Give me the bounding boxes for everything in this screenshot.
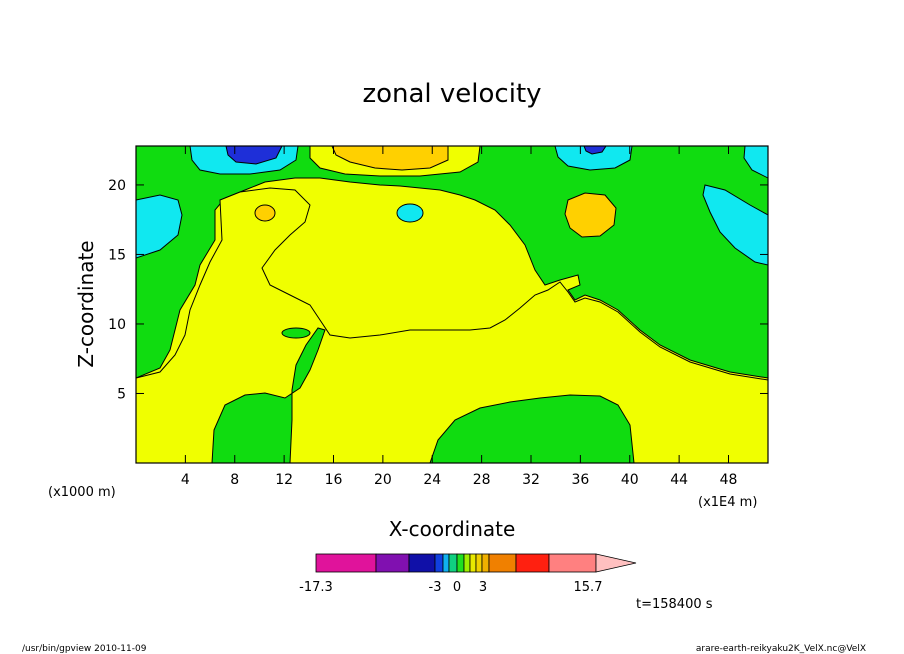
region-negative-top-corner	[743, 146, 768, 179]
colorbar-segment	[442, 553, 450, 573]
y-tick-label: 15	[108, 247, 126, 263]
colorbar-label: 0	[453, 580, 461, 595]
colorbar-label: -17.3	[299, 580, 333, 595]
region-negative-top-right	[554, 146, 633, 171]
colorbar-label: 15.7	[574, 580, 603, 595]
x-tick-label: 36	[571, 472, 589, 488]
contour-field	[135, 145, 769, 464]
colorbar-segment	[434, 553, 444, 573]
region-negative-left	[136, 194, 183, 259]
region-strong-negative-top-left	[225, 146, 283, 165]
region-small-negative	[281, 327, 311, 339]
x-axis: 4 8 12 16 20 24 28 32 36 40 44 48	[181, 146, 738, 488]
x-unit-label: (x1E4 m)	[698, 495, 757, 510]
x-tick-label: 4	[181, 472, 190, 488]
y-unit-label: (x1000 m)	[48, 485, 116, 500]
x-axis-title: X-coordinate	[389, 517, 516, 541]
x-tick-label: 24	[423, 472, 441, 488]
region-positive-top	[331, 146, 449, 171]
x-tick-label: 32	[522, 472, 540, 488]
colorbar-segment	[548, 553, 597, 573]
y-tick-label: 5	[117, 386, 126, 402]
x-tick-label: 16	[325, 472, 343, 488]
colorbar-extend-arrow	[595, 553, 637, 573]
region-strong-negative-top-right	[583, 146, 607, 155]
chart-title: zonal velocity	[362, 79, 541, 109]
y-axis: 5 10 15 20	[108, 178, 768, 402]
x-tick-label: 28	[473, 472, 491, 488]
region-weak-positive-inner	[136, 187, 768, 463]
colorbar-segment	[375, 553, 410, 573]
x-tick-label: 48	[720, 472, 738, 488]
x-tick-label: 44	[670, 472, 688, 488]
time-label: t=158400 s	[636, 597, 713, 612]
colorbar: -17.3 -3 0 3 15.7	[299, 553, 637, 595]
plot-frame	[135, 145, 769, 464]
region-weak-negative-lower-center	[429, 394, 635, 463]
region-positive-right	[564, 192, 617, 238]
colorbar-segment	[481, 553, 490, 573]
colorbar-segment	[463, 553, 471, 573]
colorbar-segment	[448, 553, 458, 573]
x-tick-label: 40	[621, 472, 639, 488]
region-negative-right	[702, 184, 768, 266]
x-tick-label: 12	[275, 472, 293, 488]
y-tick-label: 10	[108, 317, 126, 333]
footer-right: arare-earth-reikyaku2K_VelX.nc@VelX	[696, 644, 866, 654]
colorbar-segment	[475, 553, 483, 573]
region-weak-negative-lower-left	[211, 327, 326, 463]
colorbar-segment	[515, 553, 550, 573]
region-positive-left	[254, 204, 276, 222]
y-tick-label: 20	[108, 178, 126, 194]
colorbar-segment	[408, 553, 436, 573]
colorbar-segment	[456, 553, 465, 573]
y-axis-title: Z-coordinate	[74, 240, 98, 367]
colorbar-segment	[469, 553, 477, 573]
colorbar-segment	[315, 553, 377, 573]
colorbar-label: -3	[429, 580, 442, 595]
colorbar-label: 3	[479, 580, 487, 595]
region-negative-center	[396, 203, 424, 223]
colorbar-segment	[488, 553, 517, 573]
footer-left: /usr/bin/gpview 2010-11-09	[22, 644, 147, 654]
x-tick-label: 20	[374, 472, 392, 488]
x-tick-label: 8	[230, 472, 239, 488]
